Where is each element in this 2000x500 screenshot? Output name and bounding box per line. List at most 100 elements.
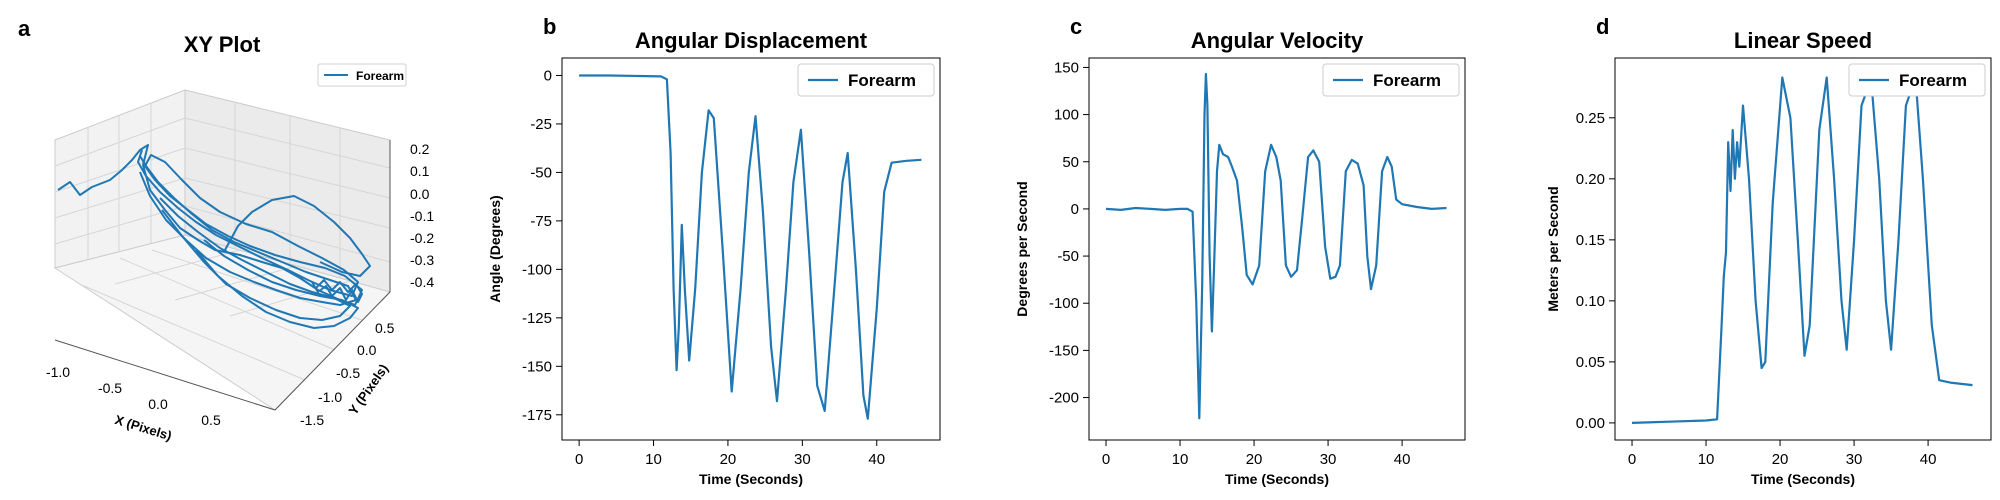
- chart-title-a: XY Plot: [184, 32, 261, 57]
- legend-frame: [797, 63, 935, 97]
- chart-title-d: Linear Speed: [1734, 28, 1872, 53]
- legend-a: Forearm: [317, 63, 407, 87]
- y-tick-label: -0.5: [336, 365, 360, 381]
- y-tick-label: 0.05: [1576, 354, 1605, 371]
- y-tick-label: -125: [522, 310, 552, 327]
- panel-a: a XY Plot: [18, 16, 434, 443]
- y-axis-label: Degrees per Second: [1014, 181, 1030, 316]
- y-axis-label: Meters per Second: [1545, 186, 1561, 311]
- plot-frame: [1088, 57, 1466, 441]
- x-tick-label: 30: [1320, 451, 1337, 468]
- y-tick-label: -1.5: [300, 412, 324, 428]
- z-tick-label: -0.1: [410, 208, 434, 224]
- x-axis-label-3d: X (Pixels): [113, 412, 173, 443]
- y-tick-label: -50: [1057, 248, 1079, 265]
- legend-label: Forearm: [1373, 71, 1441, 90]
- x-tick-label: 40: [1394, 451, 1411, 468]
- y-axis-line-3d: [274, 291, 391, 411]
- trajectory-stroke: [224, 195, 371, 277]
- chart-title-c: Angular Velocity: [1191, 28, 1364, 53]
- y-tick-label: 0.25: [1576, 110, 1605, 127]
- plot-frame: [561, 57, 941, 441]
- x-axis-label: Time (Seconds): [699, 471, 803, 487]
- y-tick-label: 50: [1062, 154, 1079, 171]
- legend-d: Forearm: [1848, 63, 1986, 97]
- y-tick-label: -150: [1049, 342, 1079, 359]
- z-tick-label: -0.3: [410, 252, 434, 268]
- y-tick-label: -175: [522, 407, 552, 424]
- panel-c: c Angular Velocity 0 10 20 30 40 150 100 50 0 -50 -1…: [1014, 14, 1466, 487]
- z-ticks-3d: 0.2 0.1 0.0 -0.1 -0.2 -0.3 -0.4: [410, 141, 434, 290]
- panel-b: b Angular Displacement 0 10 20 30 40 0 -25 -50 -75…: [487, 14, 941, 487]
- legend-frame: [1322, 63, 1460, 97]
- y-tick-label: 0: [1071, 201, 1079, 218]
- z-tick-label: 0.0: [410, 186, 430, 202]
- legend-frame: [317, 63, 407, 87]
- x-tick-label: 10: [1698, 451, 1715, 468]
- y-tick-label: 0.00: [1576, 415, 1605, 432]
- x-tick-label: 10: [1172, 451, 1189, 468]
- y-tick-label: 0.0: [357, 342, 377, 358]
- x-axis-label: Time (Seconds): [1751, 471, 1855, 487]
- trajectory-stroke: [311, 279, 363, 303]
- z-tick-label: -0.2: [410, 230, 434, 246]
- y-tick-label: 0: [544, 67, 552, 84]
- x-axis-line-3d: [54, 339, 276, 411]
- legend-c: Forearm: [1322, 63, 1460, 97]
- panel-letter-d: d: [1596, 14, 1609, 39]
- y-tick-label: -50: [530, 164, 552, 181]
- x-tick-label: 20: [720, 451, 737, 468]
- trajectory-stroke: [139, 155, 357, 306]
- y-tick-label: 150: [1054, 59, 1079, 76]
- y-tick-label: -75: [530, 213, 552, 230]
- trajectory-stroke: [57, 144, 363, 306]
- panel-letter-b: b: [543, 14, 556, 39]
- y-tick-label: -1.0: [318, 389, 342, 405]
- series-line-forearm: [1105, 72, 1447, 420]
- y-tick-label: -100: [1049, 295, 1079, 312]
- z-tick-label: 0.1: [410, 163, 430, 179]
- z-tick-label: -0.4: [410, 274, 434, 290]
- y-tick-label: 100: [1054, 107, 1079, 124]
- series-line-forearm: [1631, 76, 1973, 424]
- x-axis-label: Time (Seconds): [1225, 471, 1329, 487]
- x-tick-label: 30: [794, 451, 811, 468]
- legend-label: Forearm: [356, 69, 404, 83]
- y-tick-label: -150: [522, 358, 552, 375]
- x-tick-label: 40: [868, 451, 885, 468]
- y-tick-label: 0.10: [1576, 293, 1605, 310]
- panel-d: d Linear Speed 0 10 20 30 40 0.00 0.05 0.10 0.15 0.…: [1545, 14, 1992, 487]
- trajectory-stroke: [195, 239, 359, 329]
- x-tick-label: 20: [1246, 451, 1263, 468]
- x-ticks-3d: -1.0 -0.5 0.0 0.5: [46, 364, 221, 428]
- x-tick-label: 0.5: [201, 412, 221, 428]
- y-tick-label: 0.20: [1576, 171, 1605, 188]
- legend-label: Forearm: [1899, 71, 1967, 90]
- plot-frame: [1614, 57, 1992, 441]
- y-tick-label: -100: [522, 261, 552, 278]
- x-tick-label: -0.5: [98, 380, 122, 396]
- x-tick-label: 0: [1628, 451, 1636, 468]
- y-ticks-3d: -1.5 -1.0 -0.5 0.0 0.5: [300, 320, 395, 428]
- x-tick-label: -1.0: [46, 364, 70, 380]
- y-axis-label: Angle (Degrees): [487, 195, 503, 302]
- series-line-forearm: [579, 74, 922, 420]
- y-tick-label: -200: [1049, 390, 1079, 407]
- x-tick-label: 10: [645, 451, 662, 468]
- z-tick-label: 0.2: [410, 141, 430, 157]
- panel-letter-c: c: [1070, 14, 1082, 39]
- y-tick-label: 0.15: [1576, 232, 1605, 249]
- x-tick-label: 0: [575, 451, 583, 468]
- legend-frame: [1848, 63, 1986, 97]
- y-tick-label: 0.5: [375, 320, 395, 336]
- panel-letter-a: a: [18, 16, 31, 41]
- x-tick-label: 30: [1846, 451, 1863, 468]
- x-tick-label: 0.0: [148, 396, 168, 412]
- x-tick-label: 40: [1920, 451, 1937, 468]
- trajectory-3d: [57, 144, 371, 329]
- legend-b: Forearm: [797, 63, 935, 97]
- trajectory-stroke: [159, 197, 351, 321]
- x-tick-label: 0: [1102, 451, 1110, 468]
- y-tick-label: -25: [530, 116, 552, 133]
